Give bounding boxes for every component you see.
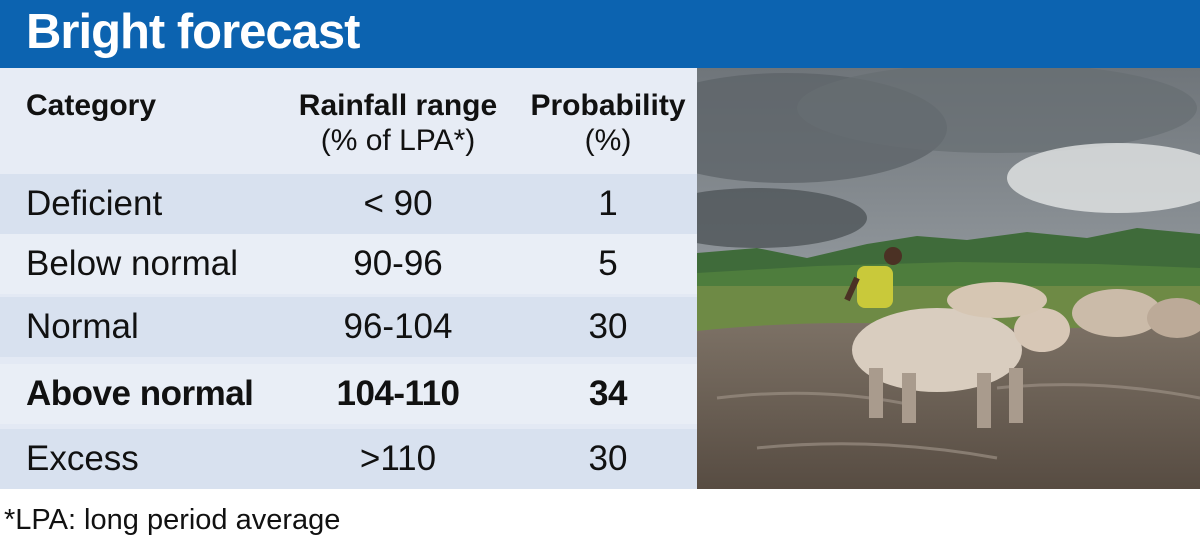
cloud xyxy=(697,188,867,248)
table-row-highlighted: Above normal 104-110 34 xyxy=(0,364,697,424)
header-range-line1: Rainfall range xyxy=(298,89,498,122)
row-probability: 30 xyxy=(588,439,628,478)
row-probability: 5 xyxy=(598,244,618,283)
table-row: Below normal 90-96 5 xyxy=(0,234,697,294)
row-range: 90-96 xyxy=(353,244,443,283)
header-prob-line1: Probability xyxy=(530,89,686,122)
table-row: Excess >110 30 xyxy=(0,429,697,489)
photo-illustration xyxy=(697,68,1200,489)
row-category: Normal xyxy=(26,307,139,346)
title-bar: Bright forecast xyxy=(0,0,1200,68)
row-category: Excess xyxy=(26,439,139,478)
farmer-ploughing-photo xyxy=(697,68,1200,489)
ox-front xyxy=(852,308,1070,428)
table-row: Deficient < 90 1 xyxy=(0,174,697,234)
row-range: >110 xyxy=(359,439,437,478)
header-category: Category xyxy=(26,88,276,123)
row-category: Below normal xyxy=(26,244,239,283)
header-probability: Probability (%) xyxy=(522,88,694,158)
row-range: 104-110 xyxy=(336,374,460,413)
mud xyxy=(697,318,1200,489)
page-title: Bright forecast xyxy=(26,5,361,59)
header-range-line2: (% of LPA*) xyxy=(320,124,476,157)
row-category: Deficient xyxy=(26,184,163,223)
table-row: Normal 96-104 30 xyxy=(0,297,697,357)
header-prob-line2: (%) xyxy=(584,124,632,157)
treeline xyxy=(697,262,1200,293)
row-range: 96-104 xyxy=(343,307,453,346)
row-range: < 90 xyxy=(363,184,433,223)
footnote: *LPA: long period average xyxy=(4,504,341,536)
table-header: Category Rainfall range (% of LPA*) Prob… xyxy=(0,68,697,174)
row-probability: 30 xyxy=(588,307,628,346)
cloud xyxy=(797,68,1197,153)
farmer xyxy=(844,247,902,308)
row-category: Above normal xyxy=(26,374,254,413)
ox-back xyxy=(947,282,1200,338)
cloud xyxy=(1007,143,1200,213)
row-probability: 1 xyxy=(598,184,618,223)
row-probability: 34 xyxy=(589,374,627,413)
header-rainfall-range: Rainfall range (% of LPA*) xyxy=(292,88,504,158)
header-category-label: Category xyxy=(26,89,157,122)
forecast-table: Category Rainfall range (% of LPA*) Prob… xyxy=(0,68,697,489)
